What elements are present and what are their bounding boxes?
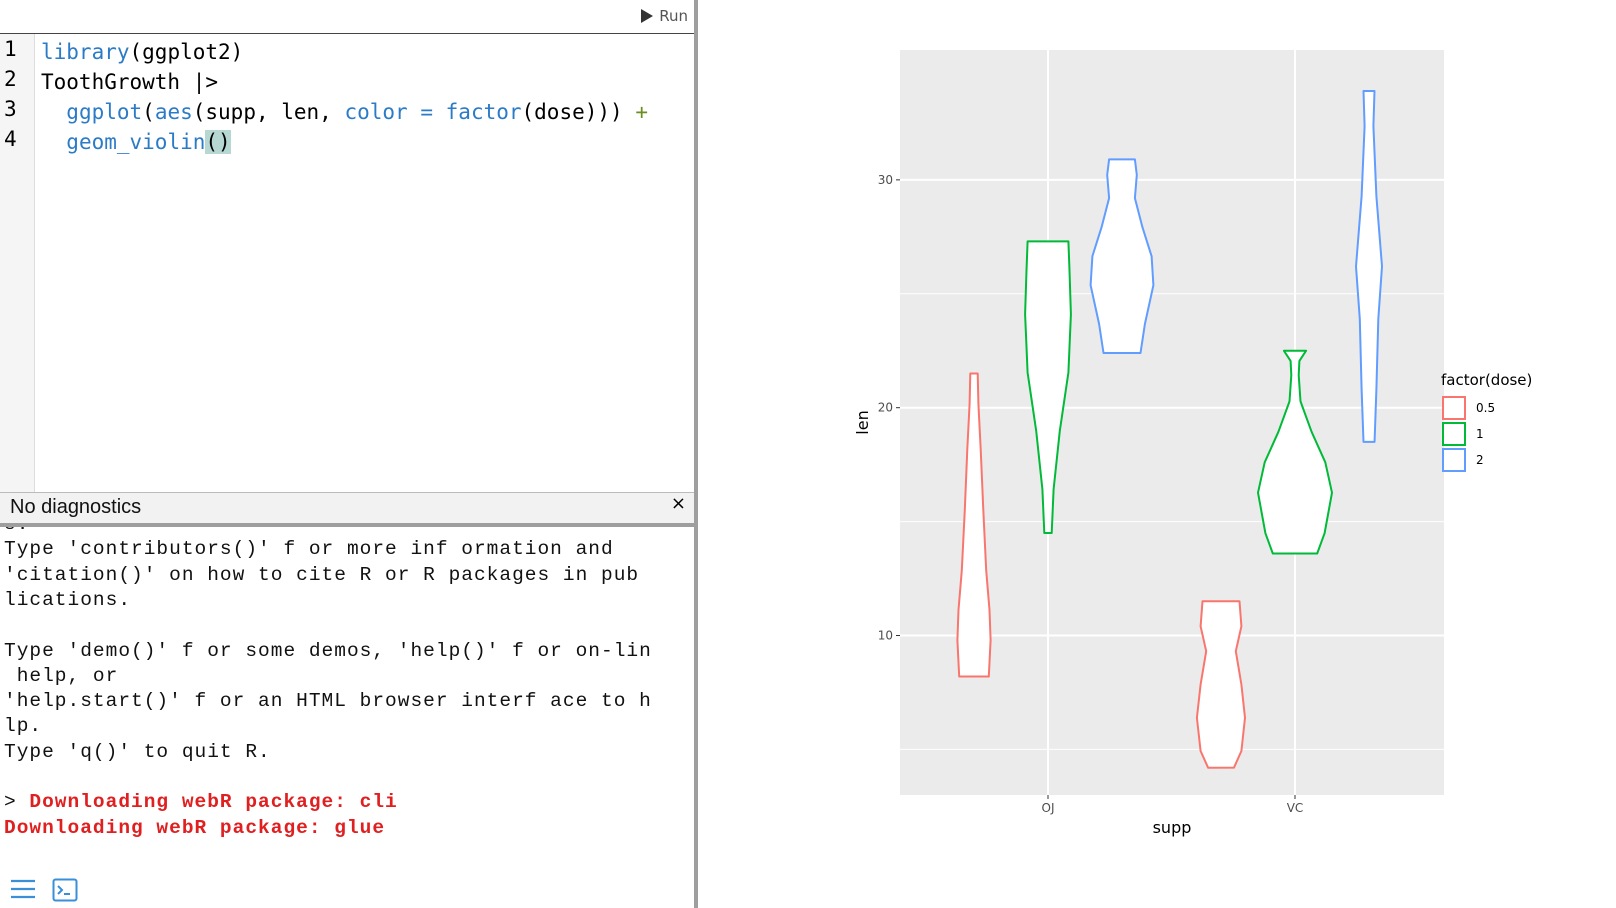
console-line: Type 'demo()' f or some demos, 'help()' … [4, 640, 652, 662]
terminal-icon[interactable] [52, 878, 78, 906]
code-token: factor [445, 100, 522, 124]
code-token: = [420, 100, 433, 124]
code-line: library(ggplot2) [41, 37, 243, 67]
code-token: (ggplot2) [129, 40, 244, 64]
code-token [408, 100, 421, 124]
plot-panel [900, 50, 1444, 795]
violin-vc-dose-2 [1355, 90, 1383, 443]
console-line: 'citation()' on how to cite R or R packa… [4, 564, 639, 586]
code-token: ggplot [66, 100, 143, 124]
code-token: geom_violin [66, 130, 206, 154]
console-text: Downloading webR package: glue [4, 816, 386, 839]
run-button[interactable]: Run [639, 4, 688, 28]
violin-oj-dose-1 [1024, 240, 1072, 534]
legend-label: 0.5 [1476, 401, 1495, 415]
play-icon [641, 9, 654, 23]
console-line: > Downloading webR package: cli [4, 791, 398, 813]
code-token: library [41, 40, 130, 64]
code-token: ( [142, 100, 155, 124]
violin-vc-dose-1 [1257, 349, 1333, 555]
line-number-gutter: 1 2 3 4 [0, 34, 35, 492]
console-output: s. Type 'contributors()' f or more inf or… [0, 527, 694, 857]
console-line: lications. [4, 589, 131, 611]
y-tick-label: 10 [878, 629, 893, 643]
console-text: 'help.start()' f or an HTML browser inte… [4, 690, 652, 713]
x-tick-label: VC [1287, 801, 1304, 815]
menu-icon[interactable] [10, 878, 36, 904]
violin-vc-dose-0-5 [1195, 600, 1246, 769]
run-label: Run [659, 7, 688, 25]
x-tick-label: OJ [1042, 801, 1055, 815]
code-line: ToothGrowth |> [41, 67, 218, 97]
console-error-text: Downloading webR package: cli [29, 791, 398, 814]
code-token [41, 100, 66, 124]
code-token: aes [154, 100, 193, 124]
console-line: lp. [4, 715, 42, 737]
violin-plot: 10 20 30 OJ VC supp len factor(dose) 0.5 1 2 [853, 50, 1532, 837]
console-text: lications. [4, 588, 132, 611]
diagnostics-text: No diagnostics [10, 496, 142, 518]
y-tick-label: 30 [878, 173, 893, 187]
console-line: 'help.start()' f or an HTML browser inte… [4, 690, 652, 712]
legend-label: 2 [1476, 453, 1484, 467]
y-axis-title: len [853, 410, 872, 434]
console-text: lp. [4, 715, 43, 738]
line-number: 1 [4, 37, 17, 61]
console-text: help, or [4, 664, 119, 687]
console-line: Type 'q()' to quit R. [4, 741, 271, 763]
line-number: 4 [4, 127, 17, 151]
console-text: s. [4, 527, 29, 535]
line-number: 3 [4, 97, 17, 121]
code-token: color [344, 100, 408, 124]
code-token: (supp, len, [192, 100, 345, 124]
code-token: () [205, 130, 231, 154]
code-token: + [635, 100, 648, 124]
diagnostics-bar: No diagnostics × [0, 492, 694, 527]
code-line: geom_violin() [41, 127, 231, 157]
editor-toolbar: Run [0, 0, 694, 34]
console-text: Type 'q()' to quit R. [4, 740, 271, 763]
code-token: ToothGrowth |> [41, 70, 219, 94]
code-token [41, 130, 66, 154]
legend-key [1442, 396, 1466, 420]
console-line: help, or [4, 665, 118, 687]
code-line: ggplot(aes(supp, len, color = factor(dos… [41, 97, 648, 127]
pane-divider[interactable] [694, 0, 698, 908]
left-pane: Run 1 2 3 4 library(ggplot2) ToothGrowth |> … [0, 0, 694, 908]
code-token [433, 100, 446, 124]
console-line: Type 'contributors()' f or more inf orma… [4, 538, 614, 560]
legend-key [1442, 448, 1466, 472]
console-line: s. [4, 527, 29, 535]
legend-key [1442, 422, 1466, 446]
violin-oj-dose-2 [1089, 158, 1155, 355]
console-text: 'citation()' on how to cite R or R packa… [4, 563, 640, 586]
x-axis-title: supp [1153, 818, 1192, 837]
y-tick-label: 20 [878, 401, 893, 415]
console-text: > [4, 791, 30, 814]
console-toolbar [0, 868, 694, 908]
legend-label: 1 [1476, 427, 1484, 441]
code-token: (dose))) [521, 100, 636, 124]
line-number: 2 [4, 67, 17, 91]
code-editor[interactable]: 1 2 3 4 library(ggplot2) ToothGrowth |> ggpl… [0, 34, 694, 492]
violin-oj-dose-0-5 [956, 372, 992, 678]
console-line: Downloading webR package: glue [4, 817, 385, 839]
legend-title: factor(dose) [1441, 371, 1532, 389]
console-text: Type 'demo()' f or some demos, 'help()' … [4, 639, 652, 662]
close-diagnostics-button[interactable]: × [670, 493, 686, 514]
console-text: Type 'contributors()' f or more inf orma… [4, 538, 614, 561]
